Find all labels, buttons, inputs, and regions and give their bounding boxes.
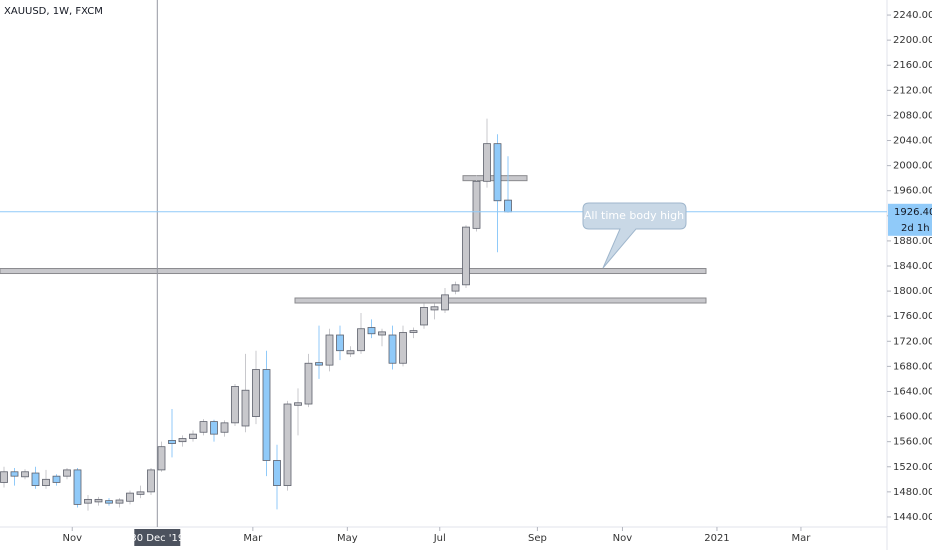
y-tick-label: 1520.00 bbox=[893, 462, 932, 473]
y-tick-label: 2240.00 bbox=[893, 10, 932, 21]
candle-body bbox=[252, 369, 260, 417]
candle-body bbox=[420, 307, 428, 326]
candle-body bbox=[178, 438, 187, 443]
candle-body bbox=[430, 306, 439, 311]
x-tick-label: Jul bbox=[433, 533, 446, 544]
candle-body bbox=[483, 143, 491, 182]
callout bbox=[582, 202, 687, 269]
candle-body bbox=[126, 492, 134, 502]
candle-body bbox=[42, 478, 50, 486]
countdown-label: 2d 1h bbox=[901, 223, 930, 234]
candle-body bbox=[336, 334, 344, 352]
candle-body bbox=[325, 334, 334, 366]
x-tick-label: Sep bbox=[528, 533, 547, 544]
y-tick-label: 1600.00 bbox=[893, 412, 932, 423]
y-tick-label: 1480.00 bbox=[893, 487, 932, 498]
candle-body bbox=[493, 143, 502, 202]
y-tick-label: 2000.00 bbox=[893, 161, 932, 172]
x-tick-label: Nov bbox=[613, 533, 633, 544]
candle-body bbox=[241, 389, 250, 427]
candle-body bbox=[73, 469, 82, 505]
candle-body bbox=[283, 403, 292, 486]
candle-body bbox=[63, 469, 71, 477]
candle-body bbox=[94, 498, 103, 503]
candle-body bbox=[273, 460, 281, 486]
y-tick-label: 1720.00 bbox=[893, 336, 932, 347]
y-tick-label: 2120.00 bbox=[893, 85, 932, 96]
candle-body bbox=[367, 327, 376, 335]
y-tick-label: 2160.00 bbox=[893, 60, 932, 71]
candle-body bbox=[294, 402, 302, 406]
y-tick-label: 1440.00 bbox=[893, 512, 932, 523]
candle-body bbox=[231, 386, 239, 424]
last-price-label: 1926.40 bbox=[894, 207, 932, 218]
candle-body bbox=[147, 469, 155, 493]
candle-body bbox=[399, 332, 407, 364]
x-tick-label: Mar bbox=[243, 533, 263, 544]
candle-body bbox=[10, 471, 19, 477]
y-tick-label: 1680.00 bbox=[893, 361, 932, 372]
candle-body bbox=[504, 199, 512, 213]
candle-body bbox=[462, 226, 470, 286]
last-price-box bbox=[888, 203, 932, 236]
annotation: All time body high bbox=[584, 209, 684, 222]
y-tick-label: 1840.00 bbox=[893, 261, 932, 272]
candle-body bbox=[105, 500, 113, 504]
candle-body bbox=[451, 284, 460, 292]
candle-body bbox=[378, 331, 386, 336]
crosshair-label: 30 Dec '19 bbox=[130, 533, 184, 544]
candle-body bbox=[31, 472, 40, 486]
candle-body bbox=[357, 328, 365, 352]
candle-body bbox=[315, 362, 323, 366]
y-tick-label: 2200.00 bbox=[893, 35, 932, 46]
candle-body bbox=[115, 499, 124, 504]
candle-body bbox=[157, 446, 166, 471]
crosshair-label-box bbox=[134, 529, 181, 546]
y-tick-label: 1880.00 bbox=[893, 236, 932, 247]
candle-body bbox=[388, 334, 397, 364]
y-tick-label: 1800.00 bbox=[893, 286, 932, 297]
candle-body bbox=[199, 421, 208, 433]
x-tick-label: Mar bbox=[792, 533, 812, 544]
y-tick-label: 1560.00 bbox=[893, 437, 932, 448]
candle-body bbox=[84, 498, 92, 504]
y-tick-label: 1640.00 bbox=[893, 386, 932, 397]
x-tick-label: 2021 bbox=[704, 533, 729, 544]
candle-body bbox=[189, 433, 197, 439]
price-level bbox=[294, 297, 707, 304]
candle-body bbox=[409, 330, 418, 333]
x-tick-label: Nov bbox=[62, 533, 82, 544]
candle-body bbox=[21, 471, 29, 478]
y-tick-label: 1960.00 bbox=[893, 186, 932, 197]
candle-body bbox=[210, 421, 218, 435]
candle-body bbox=[0, 471, 8, 483]
candle-body bbox=[52, 475, 61, 483]
candle-body bbox=[346, 350, 355, 355]
candle-body bbox=[220, 422, 229, 433]
candle-body bbox=[168, 440, 176, 444]
price-level bbox=[0, 268, 707, 275]
x-tick-label: May bbox=[337, 533, 358, 544]
candle-body bbox=[136, 491, 145, 495]
y-tick-label: 2080.00 bbox=[893, 110, 932, 121]
candle-body bbox=[472, 180, 481, 229]
candle-body bbox=[441, 294, 449, 311]
candle-body bbox=[304, 362, 313, 405]
y-tick-label: 1760.00 bbox=[893, 311, 932, 322]
y-tick-label: 2040.00 bbox=[893, 136, 932, 147]
chart-title: XAUUSD, 1W, FXCM bbox=[4, 6, 103, 17]
candle-body bbox=[262, 369, 271, 461]
